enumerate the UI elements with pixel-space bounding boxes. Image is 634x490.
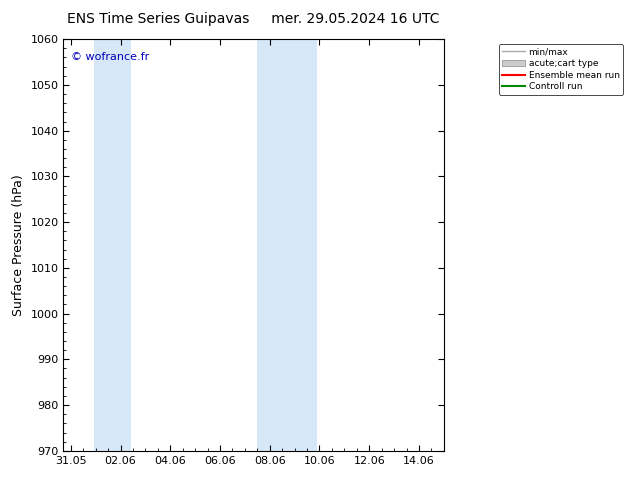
Bar bbox=[257, 39, 317, 451]
Bar bbox=[94, 39, 131, 451]
Text: ENS Time Series Guipavas     mer. 29.05.2024 16 UTC: ENS Time Series Guipavas mer. 29.05.2024… bbox=[67, 12, 440, 26]
Legend: min/max, acute;cart type, Ensemble mean run, Controll run: min/max, acute;cart type, Ensemble mean … bbox=[499, 44, 623, 95]
Text: © wofrance.fr: © wofrance.fr bbox=[71, 51, 149, 62]
Y-axis label: Surface Pressure (hPa): Surface Pressure (hPa) bbox=[12, 174, 25, 316]
